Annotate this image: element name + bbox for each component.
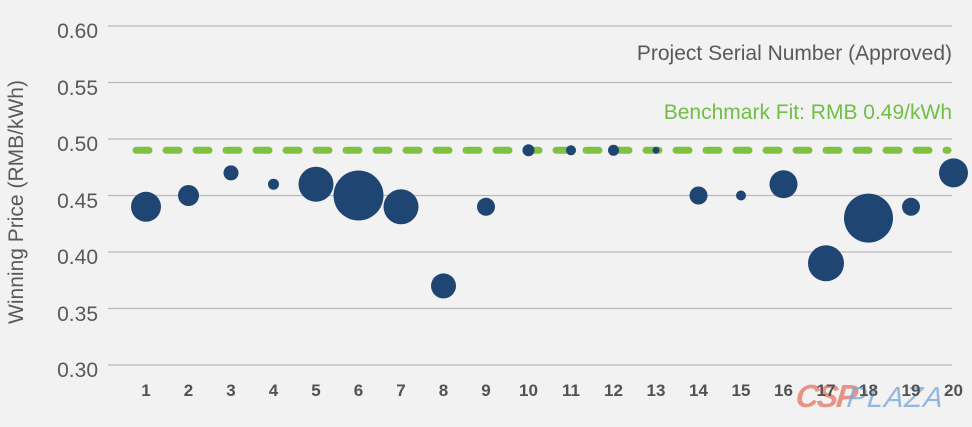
x-tick-label: 1	[141, 381, 151, 400]
y-tick-label: 0.60	[57, 20, 98, 43]
y-tick-label: 0.35	[57, 302, 98, 326]
x-tick-label: 13	[646, 381, 666, 400]
data-point-bubble	[383, 189, 419, 225]
data-point-bubble	[333, 170, 384, 221]
x-tick-label: 7	[396, 381, 406, 400]
x-tick-label: 2	[183, 381, 194, 400]
y-tick-label: 0.55	[57, 76, 98, 100]
data-point-bubble	[566, 145, 576, 156]
x-tick-label: 20	[944, 381, 963, 400]
y-tick-label: 0.50	[57, 133, 98, 156]
data-point-bubble	[268, 178, 279, 190]
x-tick-label: 6	[353, 381, 364, 400]
data-point-bubble	[477, 197, 495, 216]
x-tick-label: 19	[901, 381, 921, 400]
x-tick-label: 14	[689, 381, 708, 400]
data-point-bubble	[522, 144, 535, 157]
x-tick-label: 8	[438, 381, 449, 400]
x-tick-label: 18	[859, 381, 878, 400]
x-tick-label: 16	[774, 381, 793, 400]
x-tick-label: 5	[311, 381, 321, 400]
y-tick-label: 0.45	[57, 189, 98, 213]
data-point-bubble	[298, 166, 334, 202]
x-tick-label: 12	[604, 381, 623, 400]
y-axis-title: Winning Price (RMB/kWh)	[5, 80, 28, 324]
y-tick-label: 0.30	[57, 359, 98, 382]
data-point-bubble	[431, 273, 456, 299]
x-tick-label: 3	[226, 381, 236, 400]
y-tick-label: 0.40	[57, 246, 98, 269]
x-tick-label: 4	[268, 381, 279, 400]
benchmark-annotation: Benchmark Fit: RMB 0.49/kWh	[663, 101, 952, 124]
data-point-bubble	[769, 170, 798, 199]
data-point-bubble	[736, 190, 746, 201]
x-axis-annotation: Project Serial Number (Approved)	[636, 42, 952, 65]
data-point-bubble	[131, 191, 161, 222]
data-point-bubble	[178, 185, 199, 206]
data-point-bubble	[844, 193, 893, 243]
x-tick-label: 17	[816, 381, 836, 400]
data-point-bubble	[223, 165, 239, 181]
data-point-bubble	[689, 186, 708, 205]
x-tick-label: 11	[562, 381, 580, 400]
x-tick-label: 9	[481, 381, 491, 400]
data-point-bubble	[939, 158, 968, 188]
x-tick-label: 10	[519, 381, 538, 400]
data-point-bubble	[608, 144, 619, 156]
data-point-bubble	[902, 197, 920, 216]
data-point-bubble	[808, 245, 844, 282]
x-tick-label: 15	[731, 381, 751, 400]
data-point-bubble	[652, 146, 660, 154]
